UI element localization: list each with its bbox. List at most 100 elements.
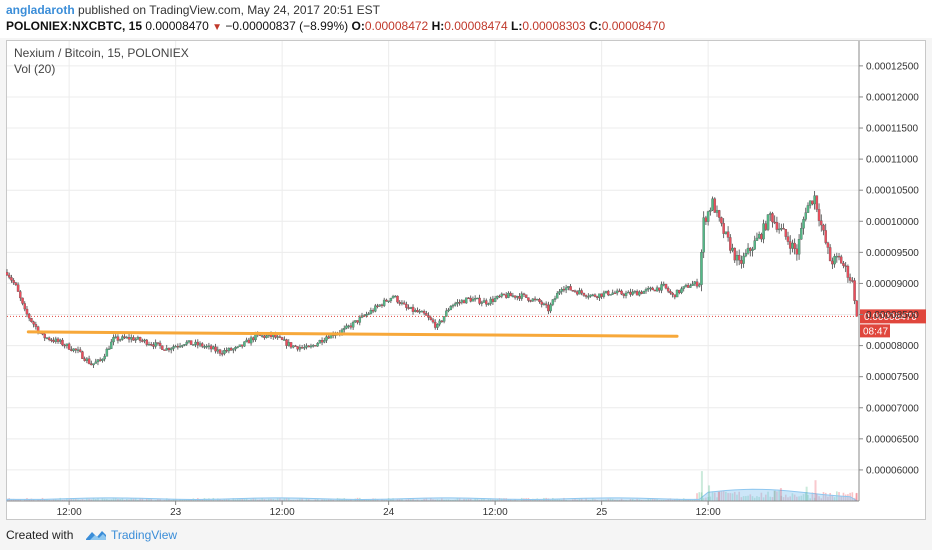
volume-bar [43, 499, 46, 501]
candle-body [291, 345, 295, 348]
candle-body [520, 293, 524, 299]
candle-body [418, 311, 421, 313]
volume-bar [314, 499, 317, 501]
candle-body [81, 351, 84, 359]
candle-body [600, 293, 603, 297]
volume-bar [793, 494, 796, 501]
candle-body [225, 350, 228, 352]
candle-body [103, 356, 106, 360]
volume-bar [228, 498, 230, 501]
volume-bar [219, 499, 221, 501]
candle-body [285, 339, 288, 346]
candle-body [30, 318, 33, 322]
publish-line: angladaroth published on TradingView.com… [6, 3, 380, 17]
candle-body [200, 343, 204, 347]
candle-body [556, 292, 559, 299]
candle-body [96, 359, 100, 363]
volume-bar [421, 499, 423, 501]
candle-body [571, 290, 575, 292]
volume-bar [603, 499, 605, 501]
candle-body [94, 361, 98, 364]
candle-body [74, 348, 78, 351]
low-value: 0.00008303 [522, 19, 586, 33]
candle-body [544, 303, 548, 306]
candle-body [32, 321, 35, 325]
volume-bar [489, 498, 492, 501]
candle-body [141, 340, 144, 342]
candle-body [762, 223, 765, 240]
volume-bar [654, 498, 656, 501]
volume-bar [740, 497, 743, 501]
volume-bar [720, 490, 723, 501]
candle-body [684, 284, 688, 287]
y-tick-label: 0.00010500 [866, 186, 919, 197]
volume-bar [112, 498, 115, 501]
volume-bar [114, 497, 117, 501]
volume-bar [529, 499, 532, 501]
candle-body [391, 296, 395, 299]
candle-body [500, 293, 504, 297]
candle-body [651, 287, 654, 291]
last-price-label: 0.00008470 [864, 312, 917, 323]
volume-bar [756, 496, 758, 501]
volume-bar [86, 498, 88, 501]
volume-bar [824, 492, 827, 501]
candle-body [453, 303, 457, 306]
candle-body [795, 248, 799, 255]
candle-body [775, 222, 779, 230]
volume-bar [59, 497, 62, 501]
volume-bar [97, 497, 99, 501]
candle-body [700, 252, 703, 285]
volume-bar [188, 498, 190, 501]
volume-bar [611, 498, 614, 501]
candle-body [507, 292, 510, 298]
volume-bar [576, 499, 579, 501]
volume-bar [481, 498, 483, 501]
y-tick-label: 0.00009000 [866, 279, 919, 290]
candle-body [622, 294, 626, 296]
candle-body [737, 255, 741, 261]
candle-body [516, 296, 519, 298]
candle-body [325, 336, 328, 341]
volume-bar [436, 499, 439, 501]
volume-bar [139, 498, 141, 501]
volume-bar [361, 499, 363, 501]
tradingview-logo-icon[interactable] [84, 528, 108, 547]
candle-body [249, 337, 253, 344]
volume-bar [678, 499, 681, 501]
volume-bar [769, 496, 772, 501]
candle-body [844, 265, 847, 267]
volume-bar [321, 499, 323, 501]
candle-body [782, 228, 785, 230]
chart-frame [6, 40, 926, 520]
candle-body [458, 302, 461, 304]
legend-title: Nexium / Bitcoin, 15, POLONIEX [14, 46, 189, 60]
candle-body [531, 298, 535, 302]
candle-body [156, 342, 160, 344]
candle-body [130, 337, 133, 340]
volume-bar [245, 498, 248, 501]
candle-body [56, 338, 60, 342]
candle-body [593, 294, 597, 297]
candle-body [653, 289, 657, 292]
candle-body [154, 342, 157, 347]
volume-bar [600, 499, 603, 501]
author-link[interactable]: angladaroth [6, 3, 75, 17]
candle-body [294, 345, 297, 347]
candle-body [815, 195, 819, 210]
candle-body [582, 292, 586, 296]
volume-bar [833, 497, 836, 501]
tradingview-brand[interactable]: TradingView [111, 528, 178, 542]
candle-body [21, 297, 24, 304]
volume-bar [649, 499, 652, 501]
candle-body [194, 341, 197, 345]
candle-body [558, 291, 561, 294]
candle-body [575, 291, 579, 295]
volume-bar [656, 498, 658, 501]
volume-bar [396, 498, 399, 501]
candle-body [729, 237, 732, 251]
candle-body [136, 337, 140, 340]
candle-body [63, 344, 66, 347]
candle-body [54, 338, 58, 342]
